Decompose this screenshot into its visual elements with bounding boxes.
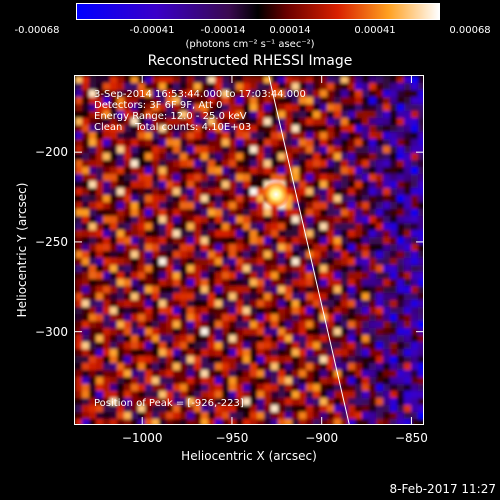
colorbar bbox=[76, 3, 440, 20]
annotation-clean-counts: Clean Total counts: 4.10E+03 bbox=[94, 122, 252, 133]
colorbar-tick: 0.00068 bbox=[449, 25, 491, 36]
colorbar-tick: -0.00068 bbox=[14, 25, 60, 36]
solar-limb-line bbox=[268, 76, 350, 424]
y-tick-label: −300 bbox=[35, 324, 68, 339]
colorbar-tick: -0.00041 bbox=[129, 25, 175, 36]
annotation-energy-range: Energy Range: 12.0 - 25.0 keV bbox=[94, 111, 247, 122]
annotation-time-range: 3-Sep-2014 16:53:44.000 to 17:03:44.000 bbox=[94, 89, 306, 100]
colorbar-gradient bbox=[77, 4, 439, 19]
y-axis-label: Heliocentric Y (arcsec) bbox=[15, 182, 29, 318]
heatmap-image bbox=[75, 76, 423, 424]
x-tick-label: −900 bbox=[305, 431, 339, 445]
plot-area bbox=[74, 75, 424, 425]
annotation-detectors: Detectors: 3F 6F 9F, Att 0 bbox=[94, 100, 223, 111]
x-tick-label: −1000 bbox=[121, 431, 163, 445]
x-axis-label: Heliocentric X (arcsec) bbox=[181, 449, 317, 463]
x-tick-label: −850 bbox=[394, 431, 428, 445]
annotation-peak-position: Position of Peak = [-926,-223] bbox=[94, 398, 244, 409]
y-tick-label: −200 bbox=[35, 145, 68, 160]
chart-title: Reconstructed RHESSI Image bbox=[147, 53, 353, 69]
colorbar-tick: -0.00014 bbox=[200, 25, 246, 36]
colorbar-units: (photons cm⁻² s⁻¹ asec⁻²) bbox=[185, 39, 315, 50]
y-tick-label: −250 bbox=[35, 234, 68, 249]
x-tick-label: −950 bbox=[215, 431, 249, 445]
colorbar-tick: 0.00014 bbox=[269, 25, 311, 36]
plot-timestamp: 8-Feb-2017 11:27 bbox=[389, 482, 496, 496]
peak-source bbox=[262, 180, 291, 209]
colorbar-tick: 0.00041 bbox=[354, 25, 396, 36]
